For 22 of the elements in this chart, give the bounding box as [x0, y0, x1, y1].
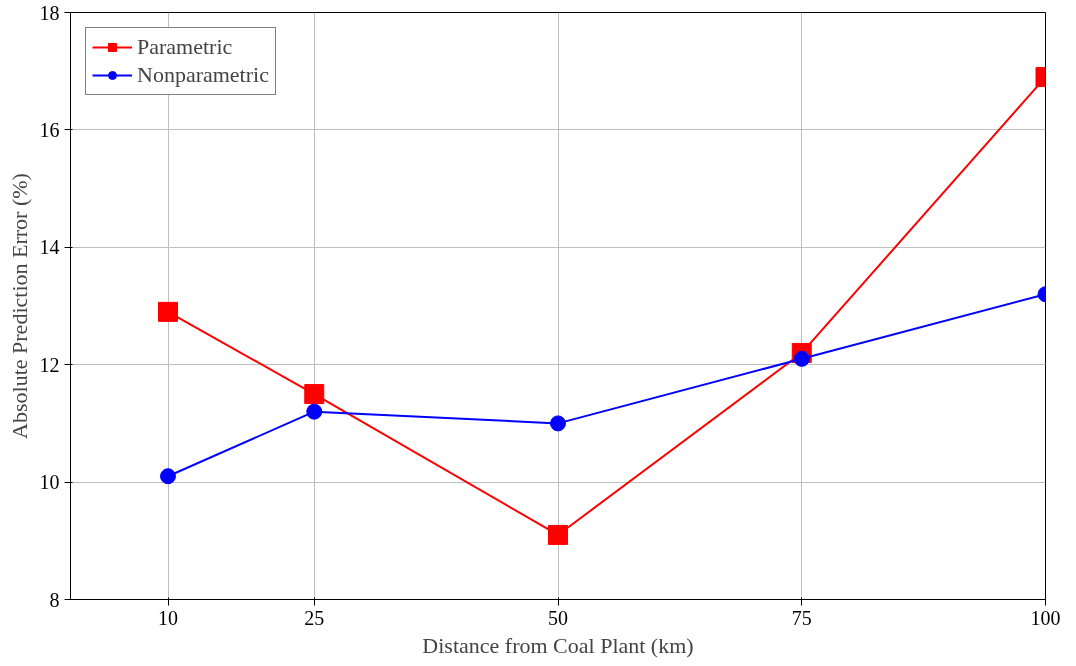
- y-tick-label: 12: [39, 353, 60, 376]
- x-tick-label: 50: [548, 606, 568, 629]
- x-axis-title: Distance from Coal Plant (km): [422, 632, 694, 658]
- y-axis-title: Absolute Prediction Error (%): [6, 173, 32, 439]
- y-tick-label: 16: [39, 118, 60, 141]
- y-tick-label: 8: [49, 588, 60, 611]
- y-tick-label: 14: [39, 236, 60, 259]
- point: [304, 384, 325, 405]
- legend-label: Nonparametric: [137, 62, 269, 88]
- point: [158, 301, 178, 322]
- point: [793, 350, 810, 367]
- y-tick-label: 18: [39, 1, 60, 24]
- point: [550, 415, 566, 432]
- x-tick-label: 10: [158, 606, 178, 629]
- x-tick-label: 100: [1030, 606, 1061, 629]
- legend-label: Parametric: [137, 34, 233, 60]
- point: [306, 403, 323, 420]
- x-tick-label: 75: [791, 606, 812, 629]
- point: [160, 468, 176, 485]
- y-tick-label: 10: [39, 471, 60, 494]
- point: [548, 524, 568, 545]
- x-tick-label: 25: [304, 606, 325, 629]
